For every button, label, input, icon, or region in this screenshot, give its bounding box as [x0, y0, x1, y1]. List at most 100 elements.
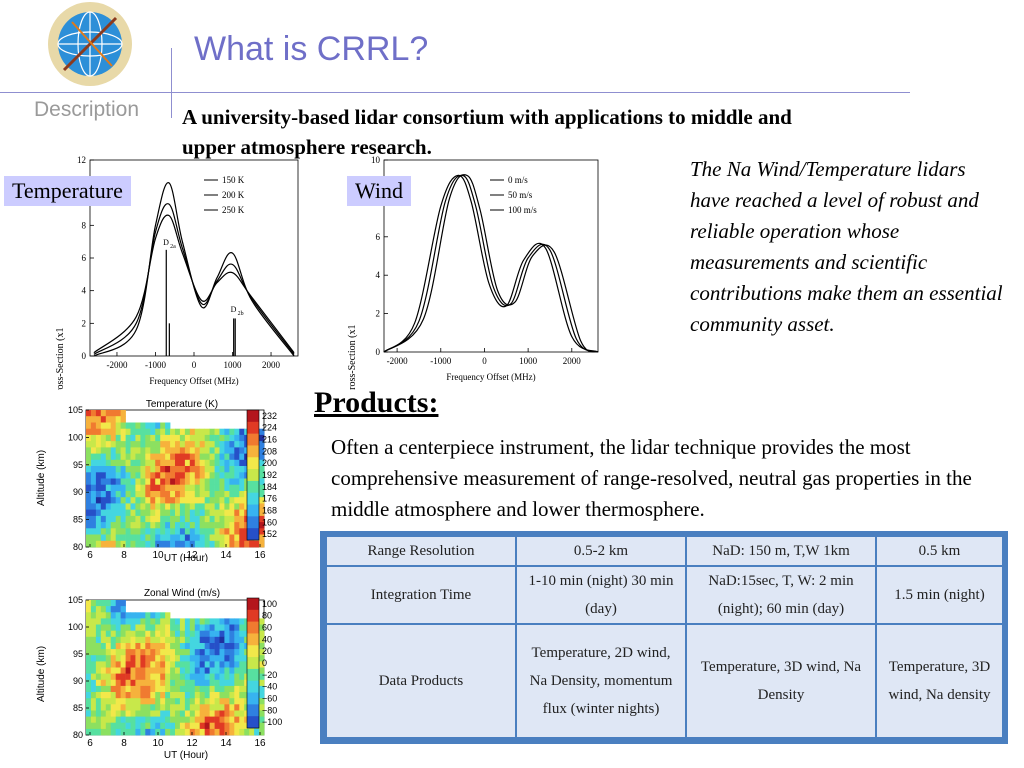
map-cell: [160, 661, 166, 668]
series-line: [383, 174, 599, 353]
map-cell: [86, 679, 92, 687]
map-cell: [110, 661, 116, 668]
map-cell: [170, 673, 176, 681]
map-cell: [234, 484, 240, 492]
map-cell: [145, 540, 151, 548]
map-cell: [155, 698, 161, 705]
map-cell: [90, 624, 97, 631]
map-cell: [204, 497, 210, 504]
colorbar-label: 216: [262, 435, 277, 445]
map-cell: [86, 606, 92, 613]
map-cell: [160, 466, 166, 473]
map-cell: [86, 661, 92, 668]
map-cell: [175, 618, 181, 625]
map-cell: [135, 447, 141, 454]
map-cell: [170, 655, 176, 662]
map-cell: [120, 685, 126, 693]
map-cell: [115, 428, 121, 436]
map-cell: [175, 679, 181, 687]
x-axis-label: Frequency Offset (MHz): [149, 376, 238, 386]
map-cell: [224, 630, 230, 638]
map-cell: [199, 491, 205, 498]
map-cell: [135, 685, 141, 693]
x-tick-label: 0: [192, 360, 197, 370]
map-cell: [100, 612, 107, 619]
map-cell: [229, 728, 235, 736]
map-cell: [125, 466, 131, 473]
map-cell: [140, 612, 146, 619]
map-cell: [259, 655, 265, 662]
map-cell: [179, 698, 186, 705]
x-tick-label: 6: [87, 738, 93, 749]
map-cell: [165, 661, 171, 668]
colorbar-label: 176: [262, 494, 277, 504]
map-cell: [100, 422, 107, 430]
map-cell: [90, 606, 97, 613]
map-cell: [259, 428, 265, 436]
map-cell: [140, 459, 146, 467]
map-cell: [165, 478, 171, 486]
map-cell: [160, 692, 166, 699]
map-cell: [189, 478, 196, 486]
chart-ylabel: Absorption Cross-Section (x1: [55, 328, 66, 390]
map-cell: [95, 698, 102, 705]
map-cell: [224, 679, 230, 687]
y-tick-label: 0: [376, 347, 381, 357]
map-cell: [110, 434, 116, 442]
map-cell: [170, 643, 176, 650]
map-cell: [160, 478, 166, 486]
map-cell: [229, 528, 235, 535]
map-cell: [90, 484, 97, 492]
map-cell: [86, 722, 92, 730]
map-cell: [229, 447, 235, 454]
map-cell: [105, 410, 112, 417]
map-cell: [194, 503, 201, 510]
map-cell: [165, 692, 171, 699]
map-cell: [204, 704, 210, 711]
section-label: Description: [34, 98, 140, 121]
map-cell: [204, 478, 210, 486]
map-cell: [175, 655, 181, 662]
map-cell: [155, 636, 161, 644]
map-cell: [209, 459, 215, 467]
map-cell: [219, 661, 225, 668]
map-cell: [189, 472, 196, 479]
map-cell: [115, 534, 121, 542]
map-cell: [170, 497, 176, 504]
map-cell: [184, 509, 191, 517]
map-cell: [105, 540, 112, 548]
map-cell: [229, 472, 235, 479]
map-cell: [120, 416, 126, 423]
map-cell: [115, 704, 121, 711]
map-cell: [90, 618, 97, 625]
map-cell: [194, 667, 201, 674]
map-cell: [214, 491, 220, 498]
map-cell: [179, 667, 186, 674]
colorbar-swatch: [247, 433, 259, 446]
map-cell: [150, 515, 156, 523]
map-cell: [219, 704, 225, 711]
map-cell: [214, 722, 220, 730]
map-cell: [239, 441, 245, 448]
map-cell: [204, 698, 210, 705]
map-cell: [204, 716, 210, 724]
map-cell: [135, 491, 141, 498]
headline: A university-based lidar consortium with…: [182, 105, 792, 159]
colorbar-swatch: [247, 609, 259, 622]
map-cell: [209, 528, 215, 535]
map-cell: [150, 618, 156, 625]
map-cell: [86, 491, 92, 498]
map-cell: [130, 503, 136, 510]
map-cell: [184, 649, 191, 656]
map-cell: [125, 540, 131, 548]
map-cell: [170, 667, 176, 674]
colorbar-swatch: [247, 692, 259, 705]
map-cell: [95, 522, 102, 529]
map-cell: [130, 484, 136, 492]
map-cell: [160, 698, 166, 705]
map-cell: [86, 428, 92, 436]
map-cell: [204, 636, 210, 644]
plot-frame: [383, 159, 599, 353]
map-cell: [184, 704, 191, 711]
map-cell: [170, 722, 176, 730]
